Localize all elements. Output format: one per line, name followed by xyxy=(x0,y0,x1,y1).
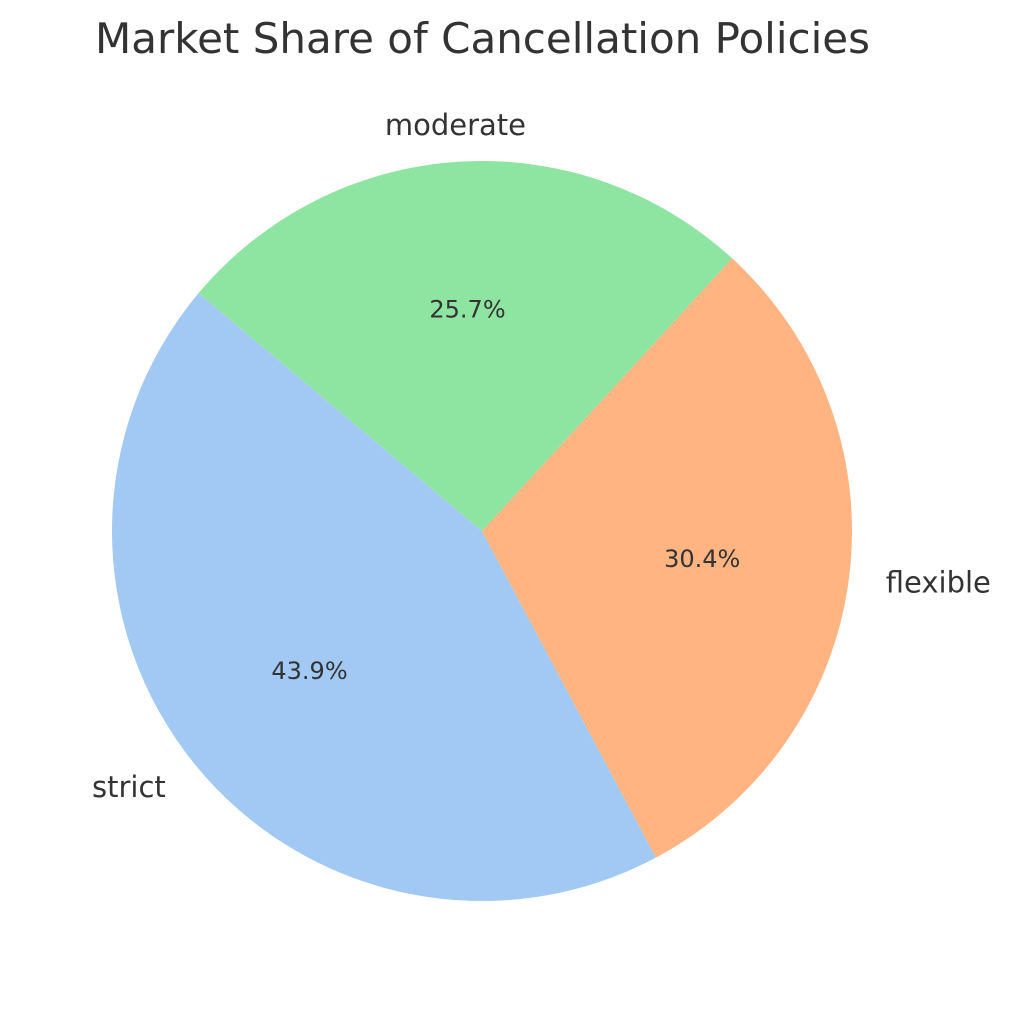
slice-label-strict: strict xyxy=(92,770,166,804)
pie-slice-moderate xyxy=(198,160,733,531)
slice-percent-strict: 43.9% xyxy=(271,657,347,685)
slice-percent-moderate: 25.7% xyxy=(429,295,505,323)
pie-labels: strict 43.9% flexible 30.4% moderate 25.7% xyxy=(92,108,991,804)
pie-slice-strict xyxy=(112,293,656,901)
slice-label-flexible: flexible xyxy=(886,565,991,599)
pie-slices xyxy=(112,160,852,901)
pie-slice-flexible xyxy=(482,258,852,858)
chart-title: Market Share of Cancellation Policies xyxy=(95,14,870,63)
slice-percent-flexible: 30.4% xyxy=(664,545,740,573)
slice-label-moderate: moderate xyxy=(385,108,526,142)
